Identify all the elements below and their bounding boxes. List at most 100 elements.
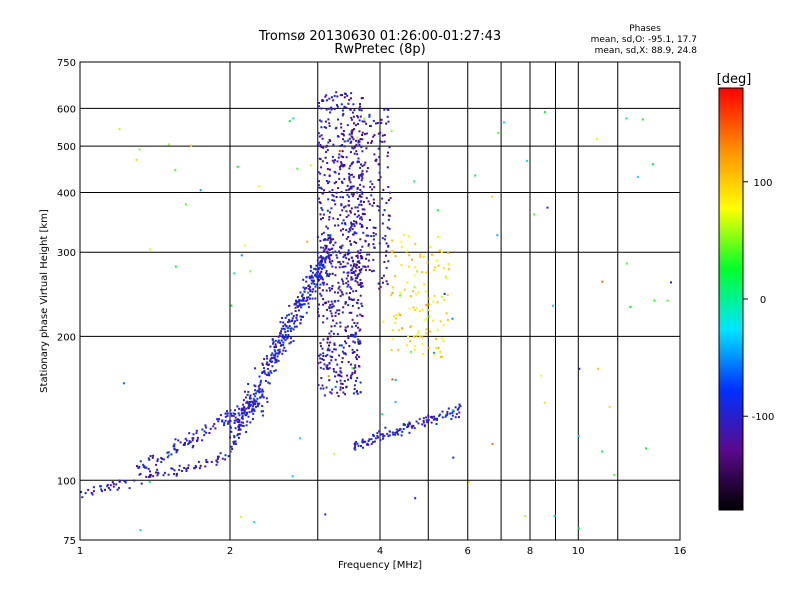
data-point	[625, 262, 628, 265]
data-point	[305, 286, 308, 289]
data-point	[382, 274, 385, 277]
data-point	[384, 426, 387, 429]
data-point	[346, 94, 349, 97]
data-point	[356, 160, 359, 163]
data-point	[422, 352, 425, 355]
data-point	[377, 282, 380, 285]
data-point	[417, 291, 420, 294]
data-point	[383, 134, 386, 137]
data-point	[329, 111, 332, 114]
data-point	[415, 334, 418, 337]
data-point	[240, 254, 243, 257]
data-point	[358, 143, 361, 146]
data-point	[358, 140, 361, 143]
data-point	[172, 445, 175, 448]
data-point	[352, 138, 355, 141]
data-point	[342, 282, 345, 285]
data-point	[353, 122, 355, 125]
data-point	[243, 390, 246, 393]
data-point	[332, 217, 335, 220]
data-point	[251, 408, 254, 411]
data-point	[601, 280, 604, 283]
data-point	[350, 116, 353, 119]
data-point	[217, 420, 220, 423]
data-point	[300, 303, 303, 306]
data-point	[359, 138, 362, 141]
data-point	[344, 393, 347, 396]
data-point	[320, 270, 323, 273]
data-point	[245, 431, 248, 433]
data-point	[239, 424, 242, 427]
data-point	[397, 329, 400, 332]
data-point	[288, 342, 291, 345]
data-point	[315, 271, 318, 274]
data-point	[352, 335, 355, 338]
data-point	[184, 437, 187, 440]
data-point	[385, 280, 388, 283]
data-point	[358, 175, 361, 178]
data-point	[329, 304, 332, 306]
data-point	[251, 418, 254, 420]
data-point	[394, 433, 397, 436]
data-point	[241, 424, 244, 427]
data-point	[326, 283, 329, 286]
data-point	[344, 302, 347, 305]
data-point	[433, 418, 436, 421]
y-tick-label: 75	[63, 536, 76, 547]
data-point	[320, 134, 323, 137]
data-point	[339, 289, 342, 292]
data-point	[170, 453, 173, 456]
data-point	[381, 140, 384, 143]
data-point	[184, 203, 187, 206]
data-point	[343, 145, 346, 148]
data-point	[338, 309, 341, 312]
data-point	[329, 241, 332, 244]
data-point	[349, 211, 352, 214]
data-point	[271, 365, 274, 368]
data-point	[350, 278, 353, 281]
data-point	[309, 277, 312, 280]
data-point	[282, 325, 285, 328]
data-point	[332, 99, 335, 102]
data-point	[205, 461, 208, 463]
data-point	[387, 244, 390, 247]
data-point	[242, 424, 245, 427]
data-point	[342, 256, 345, 259]
data-point	[284, 339, 287, 342]
data-point	[310, 282, 313, 285]
data-point	[441, 410, 444, 413]
data-point	[341, 266, 344, 268]
data-point	[355, 220, 358, 223]
data-point	[359, 255, 362, 257]
data-point	[372, 119, 375, 122]
data-point	[358, 340, 361, 343]
data-point	[253, 410, 256, 412]
data-point	[236, 420, 239, 423]
data-point	[253, 521, 256, 523]
data-point	[339, 94, 342, 97]
data-point	[252, 393, 255, 396]
data-point	[194, 464, 197, 467]
data-point	[208, 432, 211, 434]
data-point	[347, 252, 350, 255]
colorbar-tick-label: 100	[753, 178, 772, 189]
data-point	[353, 263, 356, 266]
data-point	[260, 410, 263, 413]
data-point	[316, 311, 319, 314]
data-point	[387, 186, 390, 188]
data-point	[383, 238, 386, 241]
data-point	[445, 414, 447, 417]
data-point	[230, 430, 233, 433]
data-point	[242, 403, 245, 406]
data-point	[215, 459, 218, 462]
data-point	[345, 282, 348, 285]
y-tick-label: 200	[57, 332, 76, 343]
data-point	[343, 164, 346, 167]
data-point	[324, 238, 327, 241]
data-point	[295, 316, 298, 319]
data-point	[409, 295, 412, 298]
data-point	[254, 392, 257, 395]
data-point	[324, 95, 327, 98]
data-point	[350, 118, 353, 121]
data-point	[319, 213, 322, 216]
